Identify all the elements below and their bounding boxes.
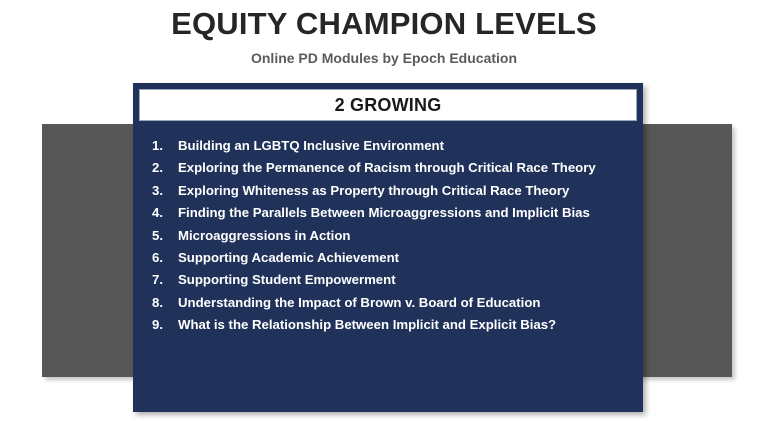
list-item: 4. Finding the Parallels Between Microag…: [133, 202, 637, 224]
list-item-number: 9.: [152, 317, 163, 333]
list-item-label: What is the Relationship Between Implici…: [178, 317, 557, 333]
list-item-number: 4.: [152, 205, 163, 221]
list-item-number: 7.: [152, 272, 163, 288]
module-list: 1. Building an LGBTQ Inclusive Environme…: [133, 135, 637, 337]
panel-header-label: 2 GROWING: [334, 94, 442, 115]
list-item-number: 6.: [152, 250, 163, 266]
list-item-number: 2.: [152, 160, 163, 176]
list-item-label: Finding the Parallels Between Microaggre…: [178, 205, 590, 221]
list-item: 9. What is the Relationship Between Impl…: [133, 314, 637, 336]
title-block: EQUITY CHAMPION LEVELS Online PD Modules…: [0, 5, 768, 68]
list-item-number: 8.: [152, 294, 163, 310]
list-item-number: 3.: [152, 182, 163, 198]
list-item: 7. Supporting Student Empowerment: [133, 269, 637, 291]
list-item: 8. Understanding the Impact of Brown v. …: [133, 292, 637, 314]
list-item: 2. Exploring the Permanence of Racism th…: [133, 157, 637, 179]
list-item-number: 5.: [152, 227, 163, 243]
panel-header-bar: 2 GROWING: [139, 89, 637, 121]
page-subtitle: Online PD Modules by Epoch Education: [250, 50, 518, 66]
list-item-label: Building an LGBTQ Inclusive Environment: [178, 138, 444, 153]
modules-panel: 2 GROWING 1. Building an LGBTQ Inclusive…: [133, 83, 643, 412]
list-item-label: Exploring Whiteness as Property through …: [178, 182, 570, 198]
panel-top-border: [133, 83, 643, 89]
list-item-label: Supporting Academic Achievement: [178, 250, 400, 266]
list-item-label: Microaggressions in Action: [178, 227, 351, 243]
list-item-label: Supporting Student Empowerment: [178, 272, 396, 288]
modules-list-container: 1. Building an LGBTQ Inclusive Environme…: [133, 127, 643, 412]
list-item: 3. Exploring Whiteness as Property throu…: [133, 180, 637, 202]
list-item: 5. Microaggressions in Action: [133, 225, 637, 247]
page-title: EQUITY CHAMPION LEVELS: [171, 6, 597, 41]
list-item: 1. Building an LGBTQ Inclusive Environme…: [133, 135, 637, 157]
list-item-label: Exploring the Permanence of Racism throu…: [178, 160, 596, 176]
list-item-label: Understanding the Impact of Brown v. Boa…: [178, 294, 541, 310]
list-item: 6. Supporting Academic Achievement: [133, 247, 637, 269]
list-item-number: 1.: [152, 138, 163, 153]
